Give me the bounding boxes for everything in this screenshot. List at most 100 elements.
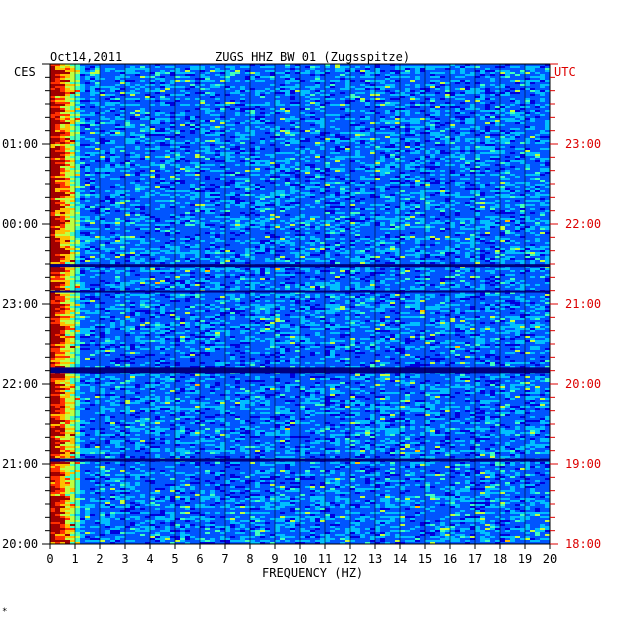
heatmap-cell bbox=[505, 76, 510, 78]
heatmap-cell bbox=[50, 168, 55, 170]
heatmap-cell bbox=[410, 128, 415, 130]
heatmap-cell bbox=[135, 140, 140, 142]
heatmap-cell bbox=[130, 162, 135, 164]
heatmap-cell bbox=[375, 170, 380, 172]
heatmap-cell bbox=[480, 70, 485, 72]
heatmap-cell bbox=[165, 100, 170, 102]
heatmap-cell bbox=[80, 94, 85, 96]
heatmap-cell bbox=[385, 102, 390, 104]
heatmap-cell bbox=[485, 166, 490, 168]
heatmap-cell bbox=[220, 128, 225, 130]
heatmap-cell bbox=[50, 64, 55, 66]
heatmap-cell bbox=[110, 82, 115, 84]
heatmap-cell bbox=[505, 116, 510, 118]
heatmap-cell bbox=[345, 106, 350, 108]
heatmap-cell bbox=[155, 68, 160, 70]
heatmap-cell bbox=[275, 144, 280, 146]
heatmap-cell bbox=[170, 84, 175, 86]
heatmap-cell bbox=[250, 138, 255, 140]
heatmap-cell bbox=[150, 78, 155, 80]
heatmap-cell bbox=[470, 152, 475, 154]
heatmap-cell bbox=[260, 66, 265, 68]
heatmap-cell bbox=[380, 82, 385, 84]
heatmap-cell bbox=[300, 86, 305, 88]
heatmap-cell bbox=[290, 148, 295, 150]
heatmap-cell bbox=[200, 66, 205, 68]
heatmap-cell bbox=[510, 162, 515, 164]
heatmap-cell bbox=[110, 168, 115, 170]
heatmap-cell bbox=[70, 140, 75, 142]
heatmap-cell bbox=[455, 118, 460, 120]
heatmap-cell bbox=[460, 120, 465, 122]
heatmap-cell bbox=[480, 114, 485, 116]
heatmap-cell bbox=[55, 160, 60, 162]
heatmap-cell bbox=[55, 124, 60, 126]
heatmap-cell bbox=[370, 96, 375, 98]
heatmap-cell bbox=[65, 72, 70, 74]
heatmap-cell bbox=[495, 162, 500, 164]
heatmap-cell bbox=[55, 84, 60, 86]
heatmap-cell bbox=[395, 136, 400, 138]
heatmap-cell bbox=[355, 140, 360, 142]
heatmap-cell bbox=[200, 140, 205, 142]
heatmap-cell bbox=[300, 142, 305, 144]
heatmap-cell bbox=[150, 98, 155, 100]
heatmap-cell bbox=[240, 142, 245, 144]
heatmap-cell bbox=[50, 124, 55, 126]
heatmap-cell bbox=[255, 98, 260, 100]
heatmap-cell bbox=[540, 86, 545, 88]
heatmap-cell bbox=[90, 76, 95, 78]
heatmap-cell bbox=[470, 126, 475, 128]
heatmap-cell bbox=[125, 142, 130, 144]
heatmap-cell bbox=[525, 110, 530, 112]
heatmap-cell bbox=[530, 84, 535, 86]
heatmap-cell bbox=[415, 98, 420, 100]
heatmap-cell bbox=[535, 100, 540, 102]
heatmap-cell bbox=[490, 168, 495, 170]
heatmap-cell bbox=[285, 84, 290, 86]
heatmap-cell bbox=[405, 102, 410, 104]
heatmap-cell bbox=[70, 160, 75, 162]
heatmap-cell bbox=[400, 158, 405, 160]
heatmap-cell bbox=[170, 174, 175, 176]
heatmap-cell bbox=[450, 164, 455, 166]
heatmap-cell bbox=[255, 70, 260, 72]
heatmap-cell bbox=[240, 124, 245, 126]
heatmap-cell bbox=[160, 174, 165, 176]
heatmap-cell bbox=[210, 118, 215, 120]
heatmap-cell bbox=[305, 134, 310, 136]
heatmap-cell bbox=[535, 84, 540, 86]
heatmap-cell bbox=[155, 96, 160, 98]
heatmap-cell bbox=[410, 122, 415, 124]
heatmap-cell bbox=[75, 74, 80, 76]
heatmap-cell bbox=[100, 98, 105, 100]
heatmap-cell bbox=[105, 68, 110, 70]
heatmap-cell bbox=[445, 144, 450, 146]
heatmap-cell bbox=[415, 112, 420, 114]
heatmap-cell bbox=[520, 106, 525, 108]
heatmap-cell bbox=[305, 70, 310, 72]
heatmap-cell bbox=[220, 82, 225, 84]
heatmap-cell bbox=[315, 156, 320, 158]
heatmap-cell bbox=[320, 158, 325, 160]
heatmap-cell bbox=[410, 110, 415, 112]
heatmap-cell bbox=[385, 172, 390, 174]
heatmap-cell bbox=[260, 74, 265, 76]
heatmap-cell bbox=[460, 160, 465, 162]
heatmap-cell bbox=[135, 70, 140, 72]
heatmap-cell bbox=[425, 110, 430, 112]
heatmap-cell bbox=[270, 68, 275, 70]
heatmap-cell bbox=[235, 124, 240, 126]
heatmap-cell bbox=[90, 122, 95, 124]
heatmap-cell bbox=[425, 136, 430, 138]
heatmap-cell bbox=[70, 116, 75, 118]
heatmap-cell bbox=[545, 72, 550, 74]
heatmap-cell bbox=[75, 170, 80, 172]
heatmap-cell bbox=[375, 130, 380, 132]
heatmap-cell bbox=[305, 148, 310, 150]
heatmap-cell bbox=[135, 106, 140, 108]
heatmap-cell bbox=[485, 120, 490, 122]
heatmap-cell bbox=[355, 96, 360, 98]
heatmap-cell bbox=[200, 104, 205, 106]
heatmap-cell bbox=[530, 166, 535, 168]
